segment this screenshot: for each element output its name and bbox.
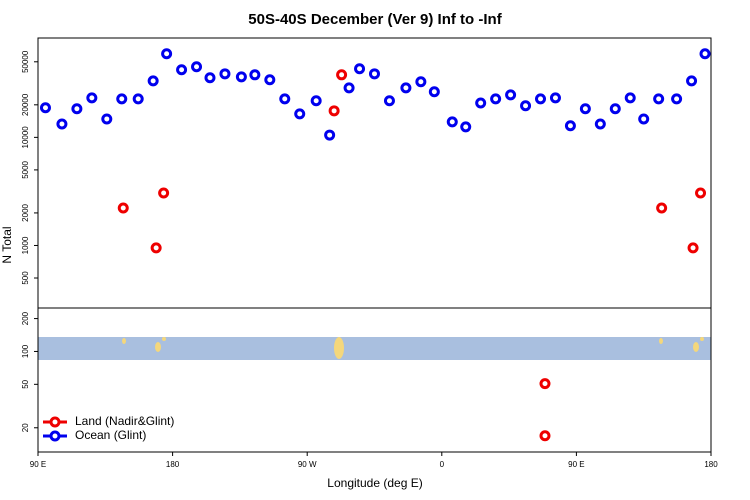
point bbox=[324, 129, 336, 141]
point bbox=[310, 95, 322, 107]
point bbox=[176, 64, 188, 76]
point bbox=[343, 82, 355, 94]
point bbox=[147, 75, 159, 87]
y-axis-label: N Total bbox=[0, 226, 14, 263]
land-blob bbox=[693, 342, 699, 352]
point bbox=[161, 48, 173, 60]
point bbox=[549, 92, 561, 104]
point bbox=[279, 93, 291, 105]
point bbox=[460, 121, 472, 133]
point bbox=[383, 95, 395, 107]
y-tick-label: 50 bbox=[21, 379, 30, 388]
land-blob bbox=[334, 337, 344, 359]
legend-label: Ocean (Glint) bbox=[75, 428, 146, 442]
point bbox=[150, 242, 162, 254]
y-tick-label: 200 bbox=[21, 311, 30, 325]
y-tick-label: 20 bbox=[21, 423, 30, 432]
land-blob bbox=[659, 338, 663, 344]
point bbox=[264, 74, 276, 86]
point bbox=[204, 72, 216, 84]
point bbox=[400, 82, 412, 94]
point bbox=[594, 118, 606, 130]
point bbox=[191, 61, 203, 73]
x-tick-label: 90 E bbox=[30, 460, 46, 469]
frame bbox=[37, 37, 712, 453]
y-tick-label: 2000 bbox=[21, 203, 30, 221]
point bbox=[505, 89, 517, 101]
point bbox=[539, 378, 551, 390]
point bbox=[219, 68, 231, 80]
x-tick-label: 180 bbox=[704, 460, 718, 469]
point bbox=[56, 118, 68, 130]
point bbox=[671, 93, 683, 105]
point bbox=[699, 48, 711, 60]
point bbox=[490, 93, 502, 105]
point bbox=[446, 116, 458, 128]
point bbox=[564, 120, 576, 132]
point bbox=[235, 71, 247, 83]
x-tick-label: 0 bbox=[440, 460, 445, 469]
y-tick-label: 50000 bbox=[21, 50, 30, 73]
y-tick-label: 100 bbox=[21, 344, 30, 358]
map-strip bbox=[38, 337, 711, 360]
point bbox=[336, 69, 348, 81]
point bbox=[86, 92, 98, 104]
point bbox=[535, 93, 547, 105]
point bbox=[328, 105, 340, 117]
y-tick-label: 20000 bbox=[21, 93, 30, 116]
ocean-band bbox=[38, 337, 711, 360]
point bbox=[39, 102, 51, 114]
y-tick-label: 1000 bbox=[21, 236, 30, 254]
point bbox=[539, 430, 551, 442]
point bbox=[428, 86, 440, 98]
point bbox=[624, 92, 636, 104]
legend-label: Land (Nadir&Glint) bbox=[75, 414, 174, 428]
land-blob bbox=[162, 337, 166, 341]
point bbox=[116, 93, 128, 105]
point bbox=[638, 113, 650, 125]
point bbox=[415, 76, 427, 88]
point bbox=[695, 187, 707, 199]
x-tick-label: 180 bbox=[166, 460, 180, 469]
land-blob bbox=[122, 338, 126, 344]
legend-marker bbox=[49, 430, 61, 442]
land-blob bbox=[155, 342, 161, 352]
point bbox=[687, 242, 699, 254]
point bbox=[132, 93, 144, 105]
point bbox=[117, 202, 129, 214]
point bbox=[475, 97, 487, 109]
point bbox=[158, 187, 170, 199]
point bbox=[609, 103, 621, 115]
point bbox=[294, 108, 306, 120]
point bbox=[686, 75, 698, 87]
point bbox=[656, 202, 668, 214]
point bbox=[653, 93, 665, 105]
chart-title: 50S-40S December (Ver 9) Inf to -Inf bbox=[248, 11, 502, 28]
point bbox=[71, 103, 83, 115]
y-tick-label: 5000 bbox=[21, 160, 30, 178]
point bbox=[249, 69, 261, 81]
point bbox=[369, 68, 380, 80]
y-tick-label: 10000 bbox=[21, 126, 30, 149]
x-tick-label: 90 W bbox=[298, 460, 317, 469]
point bbox=[579, 103, 591, 115]
y-tick-label: 500 bbox=[21, 271, 30, 285]
point bbox=[354, 63, 366, 75]
point bbox=[101, 113, 113, 125]
x-axis-label: Longitude (deg E) bbox=[327, 476, 422, 490]
legend-marker bbox=[49, 416, 61, 428]
land-blob bbox=[700, 337, 704, 341]
x-tick-label: 90 E bbox=[568, 460, 584, 469]
point bbox=[520, 100, 532, 112]
